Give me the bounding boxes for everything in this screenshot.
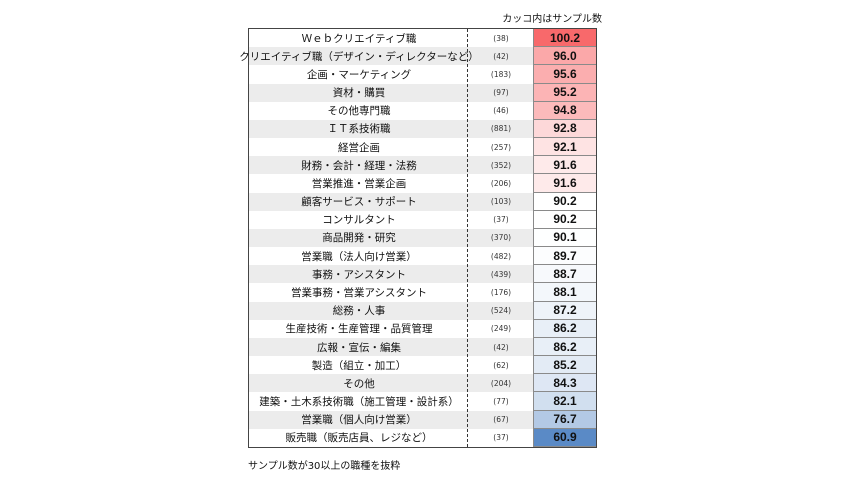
sample-size-label: (37)	[493, 215, 509, 225]
job-category-label: 販売職（販売店員、レジなど）	[285, 432, 433, 445]
score-value-cell: 90.1	[533, 228, 596, 248]
sample-size-label: (482)	[490, 251, 512, 261]
sample-size-label: (249)	[490, 324, 512, 334]
table-row: ＩＴ系技術職 (881) 92.8	[249, 119, 596, 139]
table-row: その他専門職 (46) 94.8	[249, 101, 596, 120]
job-category-label: 企画・マーケティング	[306, 68, 412, 81]
sample-size-label: (42)	[493, 342, 509, 352]
table-row: 建築・土木系技術職（施工管理・設計系） (77) 82.1	[249, 392, 596, 411]
table-row: 企画・マーケティング (183) 95.6	[249, 65, 596, 84]
score-value-cell: 94.8	[533, 101, 596, 120]
job-category-label: 製造（組立・加工）	[311, 359, 407, 372]
sample-size-label: (176)	[490, 288, 512, 297]
ranking-table: Ｗｅｂクリエイティブ職 (38) 100.2 クリエイティブ職（デザイン・ディレクター…	[239, 28, 597, 448]
table-row: 製造（組立・加工） (62) 85.2	[249, 356, 596, 375]
score-value-cell: 84.3	[533, 374, 596, 393]
job-category-label: 営業推進・営業企画	[311, 177, 407, 190]
sample-size-label: (206)	[490, 178, 512, 188]
job-category-label: 財務・会計・経理・法務	[301, 159, 417, 172]
table-row: 販売職（販売店員、レジなど） (37) 60.9	[249, 428, 596, 447]
sample-size-label: (38)	[493, 33, 509, 43]
sample-size-label: (103)	[490, 197, 512, 207]
sample-size-label: (42)	[493, 51, 509, 61]
sample-size-label: (97)	[493, 88, 509, 98]
table-row: 営業職（法人向け営業） (482) 89.7	[249, 247, 596, 266]
table-row: Ｗｅｂクリエイティブ職 (38) 100.2	[249, 29, 596, 48]
table-row: 商品開発・研究 (370) 90.1	[249, 228, 596, 248]
job-category-label: 事務・アシスタント	[311, 268, 407, 281]
score-value-cell: 86.2	[533, 319, 596, 338]
table-row: 資材・購買 (97) 95.2	[249, 83, 596, 102]
job-category-label: Ｗｅｂクリエイティブ職	[301, 32, 417, 45]
score-value-cell: 89.7	[533, 247, 596, 266]
job-category-label: 資材・購買	[332, 87, 386, 100]
job-category-label: その他	[343, 377, 375, 390]
score-value-cell: 92.8	[533, 119, 596, 139]
sample-size-label: (183)	[490, 69, 512, 79]
sample-size-label: (524)	[490, 306, 512, 316]
job-category-label: 商品開発・研究	[322, 232, 396, 245]
job-category-label: 経営企画	[338, 141, 380, 154]
score-value-cell: 88.1	[533, 283, 596, 302]
score-value-cell: 95.6	[533, 65, 596, 84]
sample-size-label: (370)	[490, 233, 512, 243]
table-row: 経営企画 (257) 92.1	[249, 138, 596, 157]
score-value-cell: 76.7	[533, 410, 596, 429]
score-value-cell: 90.2	[533, 192, 596, 211]
job-category-label: 広報・宣伝・編集	[317, 341, 401, 354]
sample-size-label: (77)	[493, 397, 509, 407]
job-category-label: 顧客サービス・サポート	[301, 196, 417, 209]
score-value-cell: 95.2	[533, 83, 596, 102]
table-row: 広報・宣伝・編集 (42) 86.2	[249, 337, 596, 357]
sample-size-label: (352)	[490, 160, 512, 170]
sample-size-label: (204)	[490, 378, 512, 388]
job-category-label: コンサルタント	[322, 214, 396, 227]
sample-size-label: (881)	[490, 124, 512, 134]
column-divider-dashed	[467, 29, 468, 447]
score-value-cell: 86.2	[533, 337, 596, 357]
table-row: 営業推進・営業企画 (206) 91.6	[249, 174, 596, 193]
table-row: 営業職（個人向け営業） (67) 76.7	[249, 410, 596, 429]
score-value-cell: 91.6	[533, 156, 596, 175]
job-category-label: 営業事務・営業アシスタント	[290, 287, 428, 299]
job-category-label: 建築・土木系技術職（施工管理・設計系）	[259, 396, 459, 409]
table-row: 事務・アシスタント (439) 88.7	[249, 265, 596, 284]
table-row: コンサルタント (37) 90.2	[249, 210, 596, 229]
job-category-label: クリエイティブ職（デザイン・ディレクターなど）	[239, 50, 479, 63]
score-value-cell: 90.2	[533, 210, 596, 229]
job-category-label: ＩＴ系技術職	[327, 123, 391, 136]
score-value-cell: 91.6	[533, 174, 596, 193]
job-category-label: 総務・人事	[332, 305, 386, 318]
table-row: 顧客サービス・サポート (103) 90.2	[249, 192, 596, 211]
job-category-label: 営業職（個人向け営業）	[301, 414, 417, 427]
score-value-cell: 88.7	[533, 265, 596, 284]
table-row: 生産技術・生産管理・品質管理 (249) 86.2	[249, 319, 596, 338]
sample-size-label: (37)	[493, 433, 509, 443]
score-value-cell: 96.0	[533, 47, 596, 66]
score-value-cell: 60.9	[533, 428, 596, 447]
sample-size-label: (439)	[490, 269, 512, 279]
table-row: 営業事務・営業アシスタント (176) 88.1	[249, 283, 596, 302]
sample-size-label: (46)	[493, 106, 509, 116]
score-value-cell: 82.1	[533, 392, 596, 411]
score-value-cell: 87.2	[533, 301, 596, 320]
table-row: クリエイティブ職（デザイン・ディレクターなど） (42) 96.0	[239, 47, 596, 66]
job-category-label: 営業職（法人向け営業）	[301, 250, 417, 263]
table-row: 財務・会計・経理・法務 (352) 91.6	[249, 156, 596, 175]
score-value-cell: 92.1	[533, 138, 596, 157]
table-row: 総務・人事 (524) 87.2	[249, 301, 596, 320]
sample-size-note: カッコ内はサンプル数	[502, 14, 602, 25]
sample-size-label: (67)	[493, 415, 509, 425]
sample-size-label: (257)	[490, 142, 512, 152]
footnote: サンプル数が30以上の職種を抜粋	[248, 461, 401, 472]
score-value-cell: 100.2	[533, 29, 596, 48]
table-row: その他 (204) 84.3	[249, 374, 596, 393]
job-category-label: その他専門職	[327, 105, 391, 118]
score-value-cell: 85.2	[533, 356, 596, 375]
sample-size-label: (62)	[493, 360, 509, 370]
job-category-label: 生産技術・生産管理・品質管理	[285, 323, 433, 336]
